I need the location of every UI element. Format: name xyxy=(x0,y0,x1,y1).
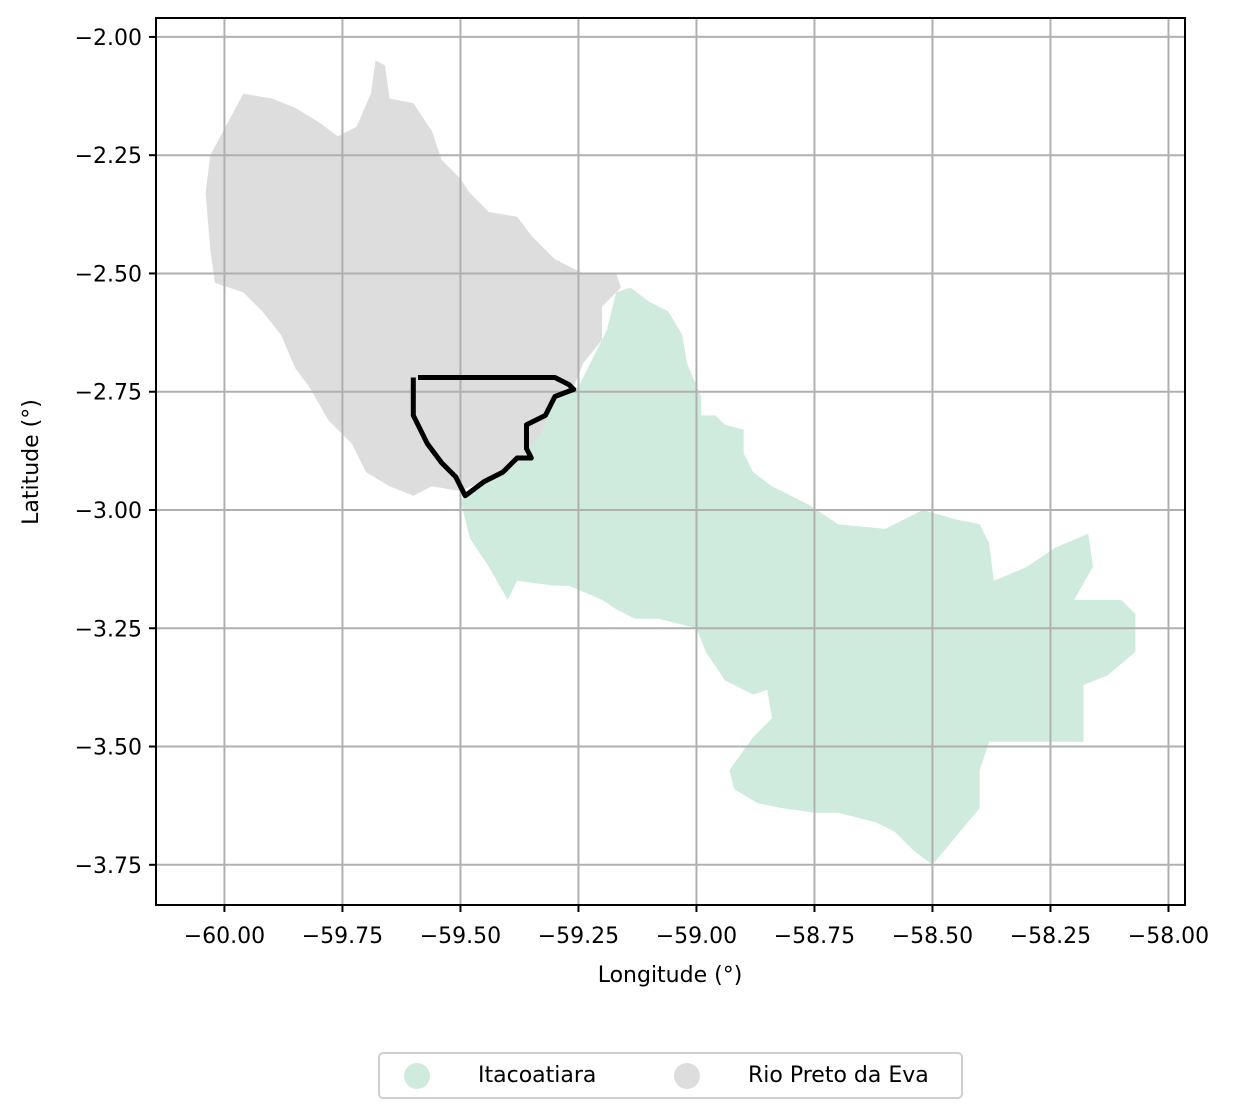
x-axis-ticks: −60.00 −59.75 −59.50 −59.25 −59.00 −58.75 −58.… xyxy=(184,905,1209,949)
legend-label-rio-preto-da-eva: Rio Preto da Eva xyxy=(748,1063,929,1088)
plot-area xyxy=(155,17,1186,906)
x-tick-label: −58.75 xyxy=(774,924,855,949)
legend-marker-rio-preto-da-eva xyxy=(674,1062,700,1089)
regions-layer xyxy=(205,60,1136,865)
study-area-outline xyxy=(410,375,577,499)
y-tick-label: −2.25 xyxy=(75,144,142,169)
y-axis-ticks: −2.00 −2.25 −2.50 −2.75 −3.00 −3.25 −3.50 −3.75 xyxy=(75,26,156,879)
y-tick-label: −3.50 xyxy=(75,736,142,761)
x-tick-label: −59.25 xyxy=(538,924,619,949)
x-tick-label: −58.00 xyxy=(1128,924,1209,949)
x-tick-label: −59.50 xyxy=(420,924,501,949)
y-tick-label: −2.75 xyxy=(75,381,142,406)
y-tick-label: −2.50 xyxy=(75,262,142,287)
x-tick-label: −60.00 xyxy=(184,924,265,949)
grid-layer xyxy=(156,18,1185,905)
x-tick-label: −58.25 xyxy=(1010,924,1091,949)
region-rio-preto-da-eva xyxy=(205,60,621,496)
y-tick-label: −3.25 xyxy=(75,617,142,642)
legend-label-itacoatiara: Itacoatiara xyxy=(478,1063,597,1088)
y-tick-label: −2.00 xyxy=(75,26,142,51)
legend: Itacoatiara Rio Preto da Eva xyxy=(378,1052,963,1099)
region-itacoatiara xyxy=(460,287,1136,865)
plot-frame xyxy=(155,17,1186,906)
legend-marker-itacoatiara xyxy=(404,1062,430,1089)
x-tick-label: −59.00 xyxy=(656,924,737,949)
x-tick-label: −58.50 xyxy=(892,924,973,949)
y-tick-label: −3.75 xyxy=(75,854,142,879)
x-tick-label: −59.75 xyxy=(302,924,383,949)
legend-item-rio-preto-da-eva: Rio Preto da Eva xyxy=(674,1054,929,1097)
legend-item-itacoatiara: Itacoatiara xyxy=(404,1054,596,1097)
y-axis-title: Latitude (°) xyxy=(19,399,44,525)
y-tick-label: −3.00 xyxy=(75,499,142,524)
x-axis-title: Longitude (°) xyxy=(598,963,743,988)
